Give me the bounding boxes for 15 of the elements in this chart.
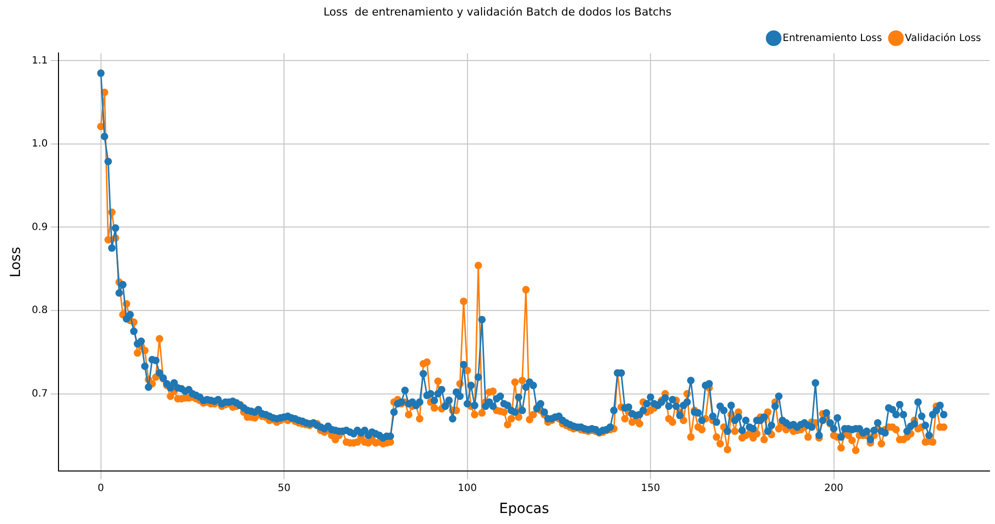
y-tick-label: 1.1 <box>32 55 48 66</box>
chart-title: Loss de entrenamiento y validación Batch de dodos los Batchs <box>323 5 672 18</box>
x-tick-label: 50 <box>278 482 290 494</box>
y-tick-label: 1.0 <box>32 138 48 150</box>
y-tick-label: 0.7 <box>32 388 48 400</box>
x-axis-title: Epocas <box>499 501 550 518</box>
x-tick-label: 0 <box>98 482 104 494</box>
x-tick-label: 200 <box>824 482 844 494</box>
legend-label: Validación Loss <box>904 32 982 44</box>
x-tick-label: 100 <box>458 482 477 494</box>
y-tick-label: 0.8 <box>32 305 48 316</box>
y-axis-title: Loss <box>8 246 24 278</box>
legend-label: Entrenamiento Loss <box>782 32 882 44</box>
y-tick-label: 0.9 <box>32 222 48 233</box>
x-tick-label: 150 <box>640 482 660 494</box>
